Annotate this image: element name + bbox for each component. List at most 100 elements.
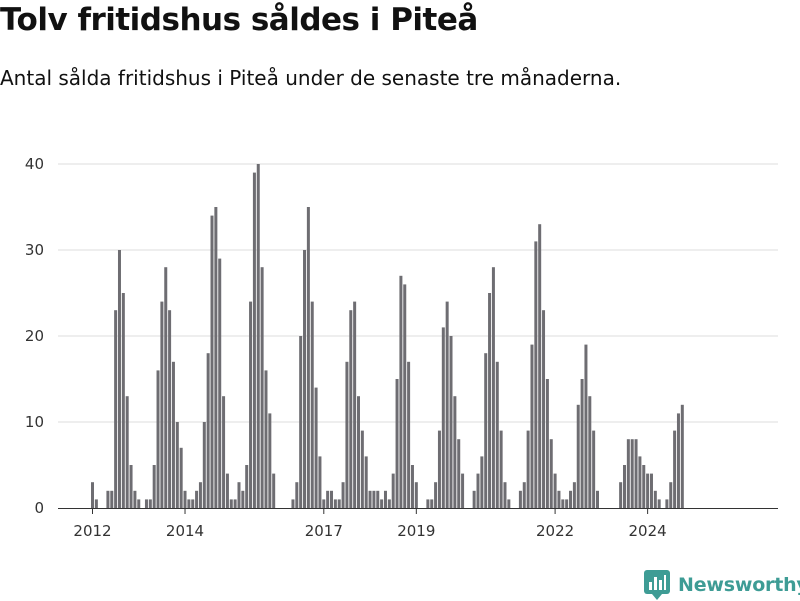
bar	[484, 353, 488, 508]
bar	[121, 293, 125, 508]
bar	[249, 301, 253, 508]
bar	[164, 267, 168, 508]
bar	[260, 267, 264, 508]
bar	[357, 396, 360, 508]
bar	[457, 439, 461, 508]
bar	[191, 499, 195, 508]
bar	[345, 361, 349, 508]
bar	[395, 379, 399, 508]
bar	[542, 310, 546, 508]
bar	[353, 301, 357, 508]
bar	[322, 499, 326, 508]
bar	[237, 482, 241, 508]
bar	[437, 430, 441, 508]
bar	[495, 361, 499, 508]
bar	[171, 361, 175, 508]
bar	[410, 465, 414, 508]
bar	[596, 490, 599, 508]
bar	[653, 490, 657, 508]
bar	[349, 310, 353, 508]
bar	[441, 327, 445, 508]
bar	[588, 396, 592, 508]
bar	[434, 482, 438, 508]
bar	[330, 490, 334, 508]
bar	[133, 490, 137, 508]
bar	[619, 482, 623, 508]
bar	[341, 482, 345, 508]
bar	[430, 499, 434, 508]
bar	[649, 473, 653, 508]
bar	[206, 353, 210, 508]
bar	[488, 293, 492, 508]
bar	[372, 490, 376, 508]
bar	[572, 482, 576, 508]
bar	[179, 447, 183, 508]
bar	[222, 396, 226, 508]
bar	[195, 490, 199, 508]
bar	[337, 499, 341, 508]
bar	[480, 456, 484, 508]
bar	[214, 207, 218, 508]
x-tick-label: 2019	[397, 522, 435, 540]
bar	[94, 499, 98, 508]
x-tick-label: 2012	[73, 522, 111, 540]
bar	[522, 482, 526, 508]
bar	[472, 490, 476, 508]
bar	[557, 490, 561, 508]
bar	[453, 396, 457, 508]
bar	[545, 379, 549, 508]
x-tick-label: 2022	[536, 522, 574, 540]
bar	[160, 301, 164, 508]
bar	[229, 499, 233, 508]
bar	[626, 439, 630, 508]
bar	[106, 490, 110, 508]
bar	[642, 465, 646, 508]
y-tick-label: 0	[34, 499, 44, 517]
bar	[445, 301, 449, 508]
bar	[295, 482, 299, 508]
chart-subtitle: Antal sålda fritidshus i Piteå under de …	[0, 66, 622, 90]
bar	[538, 224, 542, 508]
bar	[117, 250, 121, 508]
bar	[391, 473, 395, 508]
bar	[580, 379, 584, 508]
bar	[152, 465, 156, 508]
bar	[310, 301, 314, 508]
bar	[326, 490, 330, 508]
bar	[592, 430, 596, 508]
y-axis-ticks: 0 10 20 30 40	[25, 155, 44, 517]
bar	[476, 473, 480, 508]
bar	[168, 310, 172, 508]
bar	[264, 370, 268, 508]
x-tick-label: 2017	[305, 522, 343, 540]
bar	[657, 499, 661, 508]
bar	[387, 499, 391, 508]
bar	[526, 430, 530, 508]
bar	[634, 439, 638, 508]
bar	[210, 215, 214, 508]
newsworthy-brand: Newsworthy	[644, 569, 800, 601]
newsworthy-logo-icon	[644, 570, 670, 600]
bar	[676, 413, 680, 508]
bar	[561, 499, 565, 508]
bar	[268, 413, 272, 508]
bar	[576, 404, 580, 508]
bar	[414, 482, 418, 508]
bar	[407, 361, 411, 508]
bar	[175, 422, 179, 508]
bar	[241, 490, 245, 508]
bar	[380, 499, 384, 508]
bar	[673, 430, 677, 508]
bar	[291, 499, 295, 508]
x-tick-label: 2024	[629, 522, 667, 540]
brand-name: Newsworthy	[678, 574, 800, 596]
bar	[218, 258, 222, 508]
bar	[91, 482, 94, 508]
bar	[376, 490, 380, 508]
bar	[364, 456, 368, 508]
bar	[303, 250, 307, 508]
last-value-label: 12	[738, 0, 758, 4]
bar	[565, 499, 569, 508]
bar	[148, 499, 152, 508]
